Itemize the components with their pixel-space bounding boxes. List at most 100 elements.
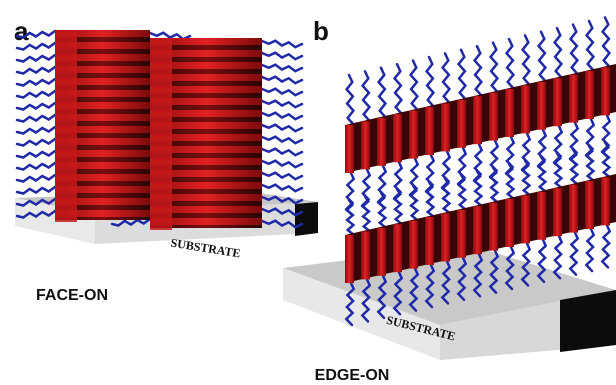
chain-b (472, 44, 484, 98)
pi-plate-b (505, 199, 514, 247)
chain-a (260, 39, 304, 49)
substrate-b: SUBSTRATE (283, 245, 616, 360)
pi-plate-b (601, 177, 610, 226)
chain-b (376, 191, 388, 230)
pi-plate-a (150, 110, 262, 117)
chain-b (600, 224, 612, 269)
pi-plate-b (361, 121, 370, 170)
pi-plate-a (150, 134, 262, 141)
chain-b (600, 16, 612, 69)
pi-plate-b (361, 231, 370, 280)
chain-b (456, 173, 468, 212)
panel-b-letter: b (313, 16, 329, 46)
chain-b (584, 19, 596, 73)
chain-b (376, 66, 388, 120)
pi-plate-b (457, 99, 466, 148)
pi-plate-a (55, 174, 150, 181)
chain-a (260, 87, 304, 97)
chain-b (408, 59, 420, 112)
chain-b (344, 73, 356, 127)
chain-b (424, 263, 436, 309)
pi-plate-a (55, 210, 150, 217)
chain-a (15, 209, 57, 219)
chain-b (392, 62, 404, 116)
chain-b (600, 141, 612, 179)
pi-plate-b (553, 78, 562, 127)
chain-b (408, 267, 420, 312)
pi-plate-a (55, 30, 150, 37)
chain-b (552, 151, 564, 190)
pi-plate-a (150, 62, 262, 69)
chain-b (568, 148, 580, 186)
substrate-a-dark-edge (295, 202, 318, 236)
pi-plate-b (393, 114, 402, 163)
pi-plate-b (473, 96, 482, 145)
pi-plate-b (441, 103, 450, 152)
pi-plate-b (601, 67, 610, 116)
stack-a-front-0 (55, 30, 77, 222)
chain-b (424, 180, 436, 219)
pi-plate-a (150, 122, 262, 129)
pi-plate-b (377, 227, 386, 276)
chain-b (584, 227, 596, 273)
chain-a (260, 195, 304, 205)
chain-b (408, 184, 420, 222)
pi-plate-b (521, 85, 530, 134)
chain-b (536, 30, 548, 84)
chain-b (536, 238, 548, 284)
pi-plate-a (150, 38, 262, 45)
chain-b (440, 260, 452, 305)
chain-b (344, 198, 356, 237)
pi-plate-b (425, 217, 434, 265)
chain-a (15, 65, 57, 75)
pi-stacks-a (55, 30, 262, 230)
chain-a (15, 41, 57, 51)
pi-plate-a (55, 198, 150, 205)
chain-b (392, 270, 404, 316)
chain-a (15, 53, 57, 63)
pi-plate-b (441, 213, 450, 262)
alkyl-chains-b (344, 16, 612, 327)
chain-a (15, 29, 57, 39)
chain-a (260, 99, 304, 109)
pi-plate-b (409, 220, 418, 269)
pi-plate-a (55, 102, 150, 109)
chain-a (15, 77, 57, 87)
pi-plate-b (409, 110, 418, 159)
pi-plate-a (55, 42, 150, 49)
pi-plate-a (55, 150, 150, 157)
chain-a (110, 217, 152, 227)
pi-plate-b (569, 184, 578, 233)
stack-a-front-1 (150, 38, 172, 230)
chain-b (568, 23, 580, 76)
substrate-b-front (283, 268, 440, 360)
edge-on-plates-b (345, 64, 616, 283)
chain-b (504, 162, 516, 201)
pi-plate-a (55, 186, 150, 193)
chain-b (520, 242, 532, 287)
chain-a (260, 123, 304, 133)
panel-b-caption: EDGE-ON (315, 367, 390, 384)
pi-plate-b (377, 117, 386, 166)
pi-plate-a (150, 98, 262, 105)
chain-b (584, 144, 596, 183)
pi-plate-a (55, 114, 150, 121)
pi-plate-a (55, 90, 150, 97)
pi-plate-b (553, 188, 562, 237)
pi-plate-a (150, 194, 262, 201)
pi-plate-b (393, 224, 402, 273)
pi-plate-a (55, 54, 150, 61)
panel-b: b SUBSTRATE EDGE-ON (283, 16, 616, 384)
pi-plate-b (569, 74, 578, 123)
chain-b (552, 26, 564, 80)
chain-a (15, 161, 57, 171)
chain-a (260, 135, 304, 145)
chain-b (440, 177, 452, 215)
chain-b (472, 252, 484, 298)
panel-a: a SUBSTRATE FACE-ON (14, 16, 318, 304)
chain-a (260, 171, 304, 181)
chain-b (456, 48, 468, 102)
pi-plate-a (150, 86, 262, 93)
pi-plate-a (150, 158, 262, 165)
